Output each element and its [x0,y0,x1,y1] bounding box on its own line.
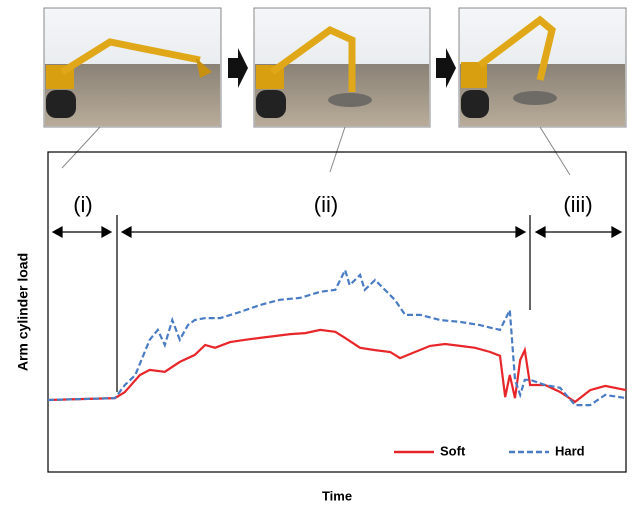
arrow-icon [228,48,248,88]
panel-2 [253,7,431,128]
panel-1 [43,7,222,128]
connector [61,126,101,169]
series-line [47,267,627,407]
y-axis-label: Arm cylinder load [15,253,31,371]
plot-frame [47,151,627,473]
connector [329,126,346,173]
annotation: (ii) [314,192,338,217]
connector [539,126,571,176]
annotation: (iii) [563,192,592,217]
x-axis-label: Time [322,488,352,503]
phase-markers [51,215,623,392]
arrow-icon [436,48,456,88]
series-line [47,328,627,404]
legend: Soft Hard [394,443,585,458]
illustrations [43,7,627,176]
panel-3 [458,7,627,128]
plot [47,267,627,407]
legend-label: Hard [555,443,585,458]
legend-label: Soft [440,443,466,458]
annotation: (i) [73,192,93,217]
